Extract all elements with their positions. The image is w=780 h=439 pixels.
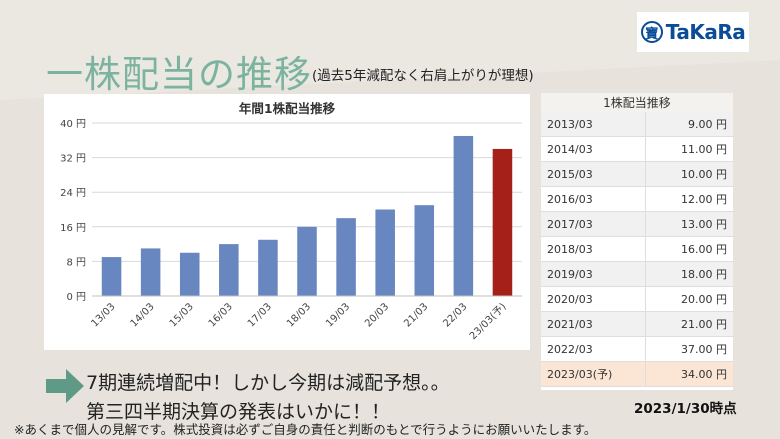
table-body: 2013/03 9.00 円 2014/03 11.00 円 2015/03 10.00 … <box>541 112 733 387</box>
bar <box>492 148 513 296</box>
dividend-table: 1株配当推移 2013/03 9.00 円 2014/03 11.00 円 2015/0… <box>541 93 733 390</box>
table-row: 2018/03 16.00 円 <box>541 236 733 262</box>
x-tick-label: 15/03 <box>168 301 196 329</box>
table-value-cell: 34.00 円 <box>645 361 733 387</box>
table-row: 2016/03 12.00 円 <box>541 186 733 212</box>
table-year-cell: 2015/03 <box>541 161 646 187</box>
table-value-cell: 21.00 円 <box>645 311 733 337</box>
y-tick-label: 32 円 <box>60 154 86 165</box>
table-value-cell: 18.00 円 <box>645 261 733 287</box>
table-year-cell: 2017/03 <box>541 211 646 237</box>
bar <box>219 244 239 296</box>
dividend-chart: 年間1株配当推移 0 円 8 円 16 円 24 円 32 円 40 円 13/03 14/03… <box>44 94 530 350</box>
logo-text: TaKaRa <box>665 20 746 44</box>
table-row: 2017/03 13.00 円 <box>541 211 733 237</box>
bar <box>140 248 161 296</box>
y-tick-label: 40 円 <box>60 119 86 130</box>
table-value-cell: 16.00 円 <box>645 236 733 262</box>
bar <box>179 252 200 296</box>
table-row: 2023/03(予) 34.00 円 <box>541 361 733 387</box>
disclaimer-note: ※あくまで個人の見解です。株式投資は必ずご自身の責任と判断のもとで行うようにお願… <box>14 422 597 437</box>
table-row: 2021/03 21.00 円 <box>541 311 733 337</box>
y-tick-label: 8 円 <box>66 257 86 268</box>
bar <box>453 135 474 296</box>
page-title: 一株配当の推移 <box>46 53 312 96</box>
table-row: 2019/03 18.00 円 <box>541 261 733 287</box>
x-tick-label: 20/03 <box>363 301 391 329</box>
y-tick-label: 24 円 <box>60 188 86 199</box>
x-tick-label: 17/03 <box>246 301 274 329</box>
x-tick-label: 18/03 <box>285 301 313 329</box>
table-year-cell: 2016/03 <box>541 186 646 212</box>
table-row: 2020/03 20.00 円 <box>541 286 733 312</box>
x-tick-label: 22/03 <box>441 301 469 329</box>
bar <box>414 205 435 296</box>
table-year-cell: 2018/03 <box>541 236 646 262</box>
table-year-cell: 2014/03 <box>541 136 646 162</box>
x-tick-label: 16/03 <box>207 301 235 329</box>
table-value-cell: 11.00 円 <box>645 136 733 162</box>
as-of-date: 2023/1/30時点 <box>634 401 737 417</box>
bar <box>101 257 122 296</box>
arrow-right-icon <box>46 369 84 403</box>
table-row: 2015/03 10.00 円 <box>541 161 733 187</box>
message-line-1: 7期連続増配中！しかし今期は減配予想。。 <box>86 372 450 394</box>
y-tick-label: 16 円 <box>60 223 86 234</box>
bar <box>258 239 278 296</box>
chart-title: 年間1株配当推移 <box>239 101 336 116</box>
table-row: 2022/03 37.00 円 <box>541 336 733 362</box>
table-value-cell: 20.00 円 <box>645 286 733 312</box>
table-row: 2013/03 9.00 円 <box>541 112 733 137</box>
x-tick-label: 19/03 <box>324 301 352 329</box>
x-tick-label: 14/03 <box>129 301 157 329</box>
table-value-cell: 10.00 円 <box>645 161 733 187</box>
table-year-cell: 2023/03(予) <box>541 361 646 387</box>
chart-svg: 年間1株配当推移 0 円 8 円 16 円 24 円 32 円 40 円 13/03 14/03… <box>60 101 522 343</box>
table-year-cell: 2019/03 <box>541 261 646 287</box>
x-tick-label: 23/03(予) <box>467 301 509 343</box>
table-year-cell: 2021/03 <box>541 311 646 337</box>
table-value-cell: 12.00 円 <box>645 186 733 212</box>
logo-mark-icon: 寶 <box>640 21 663 43</box>
message-line-2: 第三四半期決算の発表はいかに！！ <box>86 401 391 423</box>
table-year-cell: 2020/03 <box>541 286 646 312</box>
bar <box>297 226 317 296</box>
table-year-cell: 2013/03 <box>541 112 646 137</box>
table-year-cell: 2022/03 <box>541 336 646 362</box>
table-value-cell: 37.00 円 <box>645 336 733 362</box>
company-logo: 寶 TaKaRa <box>637 12 749 52</box>
page-subtitle: (過去5年減配なく右肩上がりが理想) <box>312 68 534 84</box>
table-row: 2014/03 11.00 円 <box>541 136 733 162</box>
table-title: 1株配当推移 <box>541 93 733 112</box>
x-tick-label: 13/03 <box>90 301 118 329</box>
table-value-cell: 13.00 円 <box>645 211 733 237</box>
table-value-cell: 9.00 円 <box>645 112 733 137</box>
bar <box>336 218 356 296</box>
bar <box>375 209 395 296</box>
y-tick-label: 0 円 <box>66 292 86 303</box>
x-tick-label: 21/03 <box>402 301 430 329</box>
